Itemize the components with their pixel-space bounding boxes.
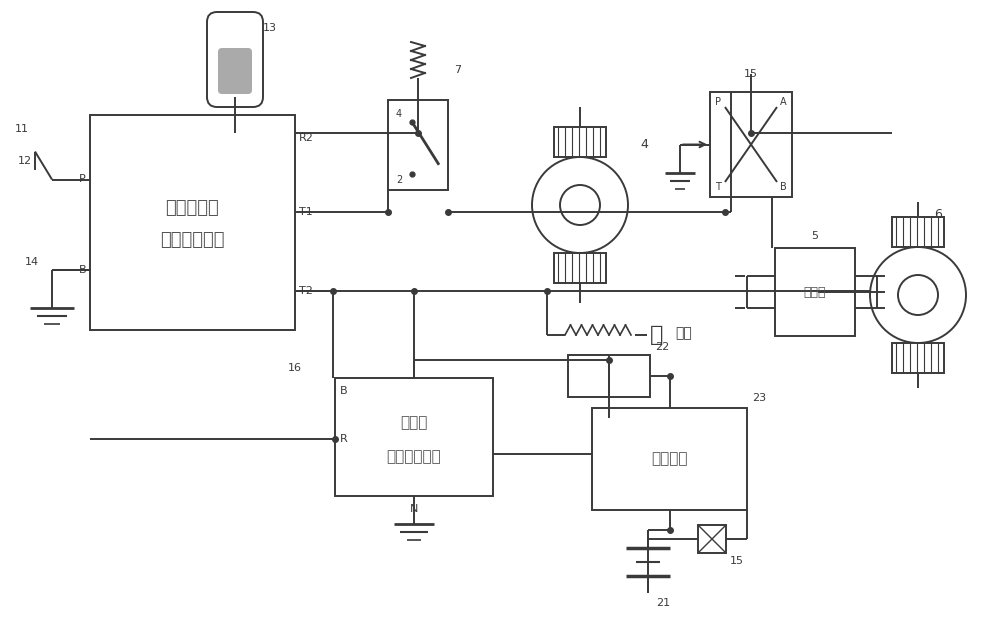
Text: 2: 2 [396, 175, 402, 185]
Bar [892, 217, 944, 247]
Bar [698, 525, 726, 553]
Text: （停车制动）: （停车制动） [387, 449, 441, 464]
Text: T1: T1 [299, 207, 313, 217]
Circle shape [560, 185, 600, 225]
FancyBboxPatch shape [207, 12, 263, 107]
Text: 22: 22 [655, 342, 669, 352]
Text: 13: 13 [263, 23, 277, 33]
Text: P: P [79, 174, 86, 184]
Text: 14: 14 [25, 257, 39, 267]
Text: 制动踏板阀: 制动踏板阀 [166, 199, 219, 216]
Text: 7: 7 [454, 65, 461, 75]
Text: 变速箱: 变速箱 [804, 286, 826, 299]
Bar [592, 408, 747, 510]
Text: 手柄阀: 手柄阀 [400, 416, 428, 431]
Text: N: N [410, 504, 418, 514]
Text: 5: 5 [812, 231, 818, 241]
Text: R2: R2 [299, 133, 314, 143]
Text: 6: 6 [934, 209, 942, 221]
Text: 继电器组: 继电器组 [651, 451, 688, 466]
Text: 后桥: 后桥 [675, 326, 692, 340]
Text: 15: 15 [730, 556, 744, 566]
Text: B: B [780, 182, 787, 192]
Text: 4: 4 [396, 109, 402, 119]
Text: B: B [340, 386, 348, 396]
Circle shape [870, 247, 966, 343]
Circle shape [532, 157, 628, 253]
Text: （行车制动）: （行车制动） [160, 231, 225, 249]
Text: T2: T2 [299, 286, 313, 296]
FancyBboxPatch shape [218, 48, 252, 94]
Bar [90, 115, 295, 330]
Bar [775, 248, 855, 336]
Text: 23: 23 [752, 393, 766, 403]
Bar [335, 378, 493, 496]
Text: P: P [715, 97, 721, 107]
Bar [710, 92, 792, 197]
Bar [892, 343, 944, 373]
Bar [554, 127, 606, 157]
Text: 4: 4 [640, 139, 648, 151]
Text: 11: 11 [15, 124, 29, 134]
Text: T: T [715, 182, 721, 192]
Text: A: A [780, 97, 787, 107]
Text: 16: 16 [288, 363, 302, 373]
Bar [388, 100, 448, 190]
Bar [568, 355, 650, 397]
Bar [554, 253, 606, 283]
Text: 12: 12 [18, 156, 32, 166]
Text: 21: 21 [656, 598, 670, 608]
Text: B: B [78, 265, 86, 275]
Text: 〉: 〉 [650, 325, 663, 345]
Circle shape [898, 275, 938, 315]
Text: 15: 15 [744, 69, 758, 79]
Text: R: R [340, 434, 348, 444]
